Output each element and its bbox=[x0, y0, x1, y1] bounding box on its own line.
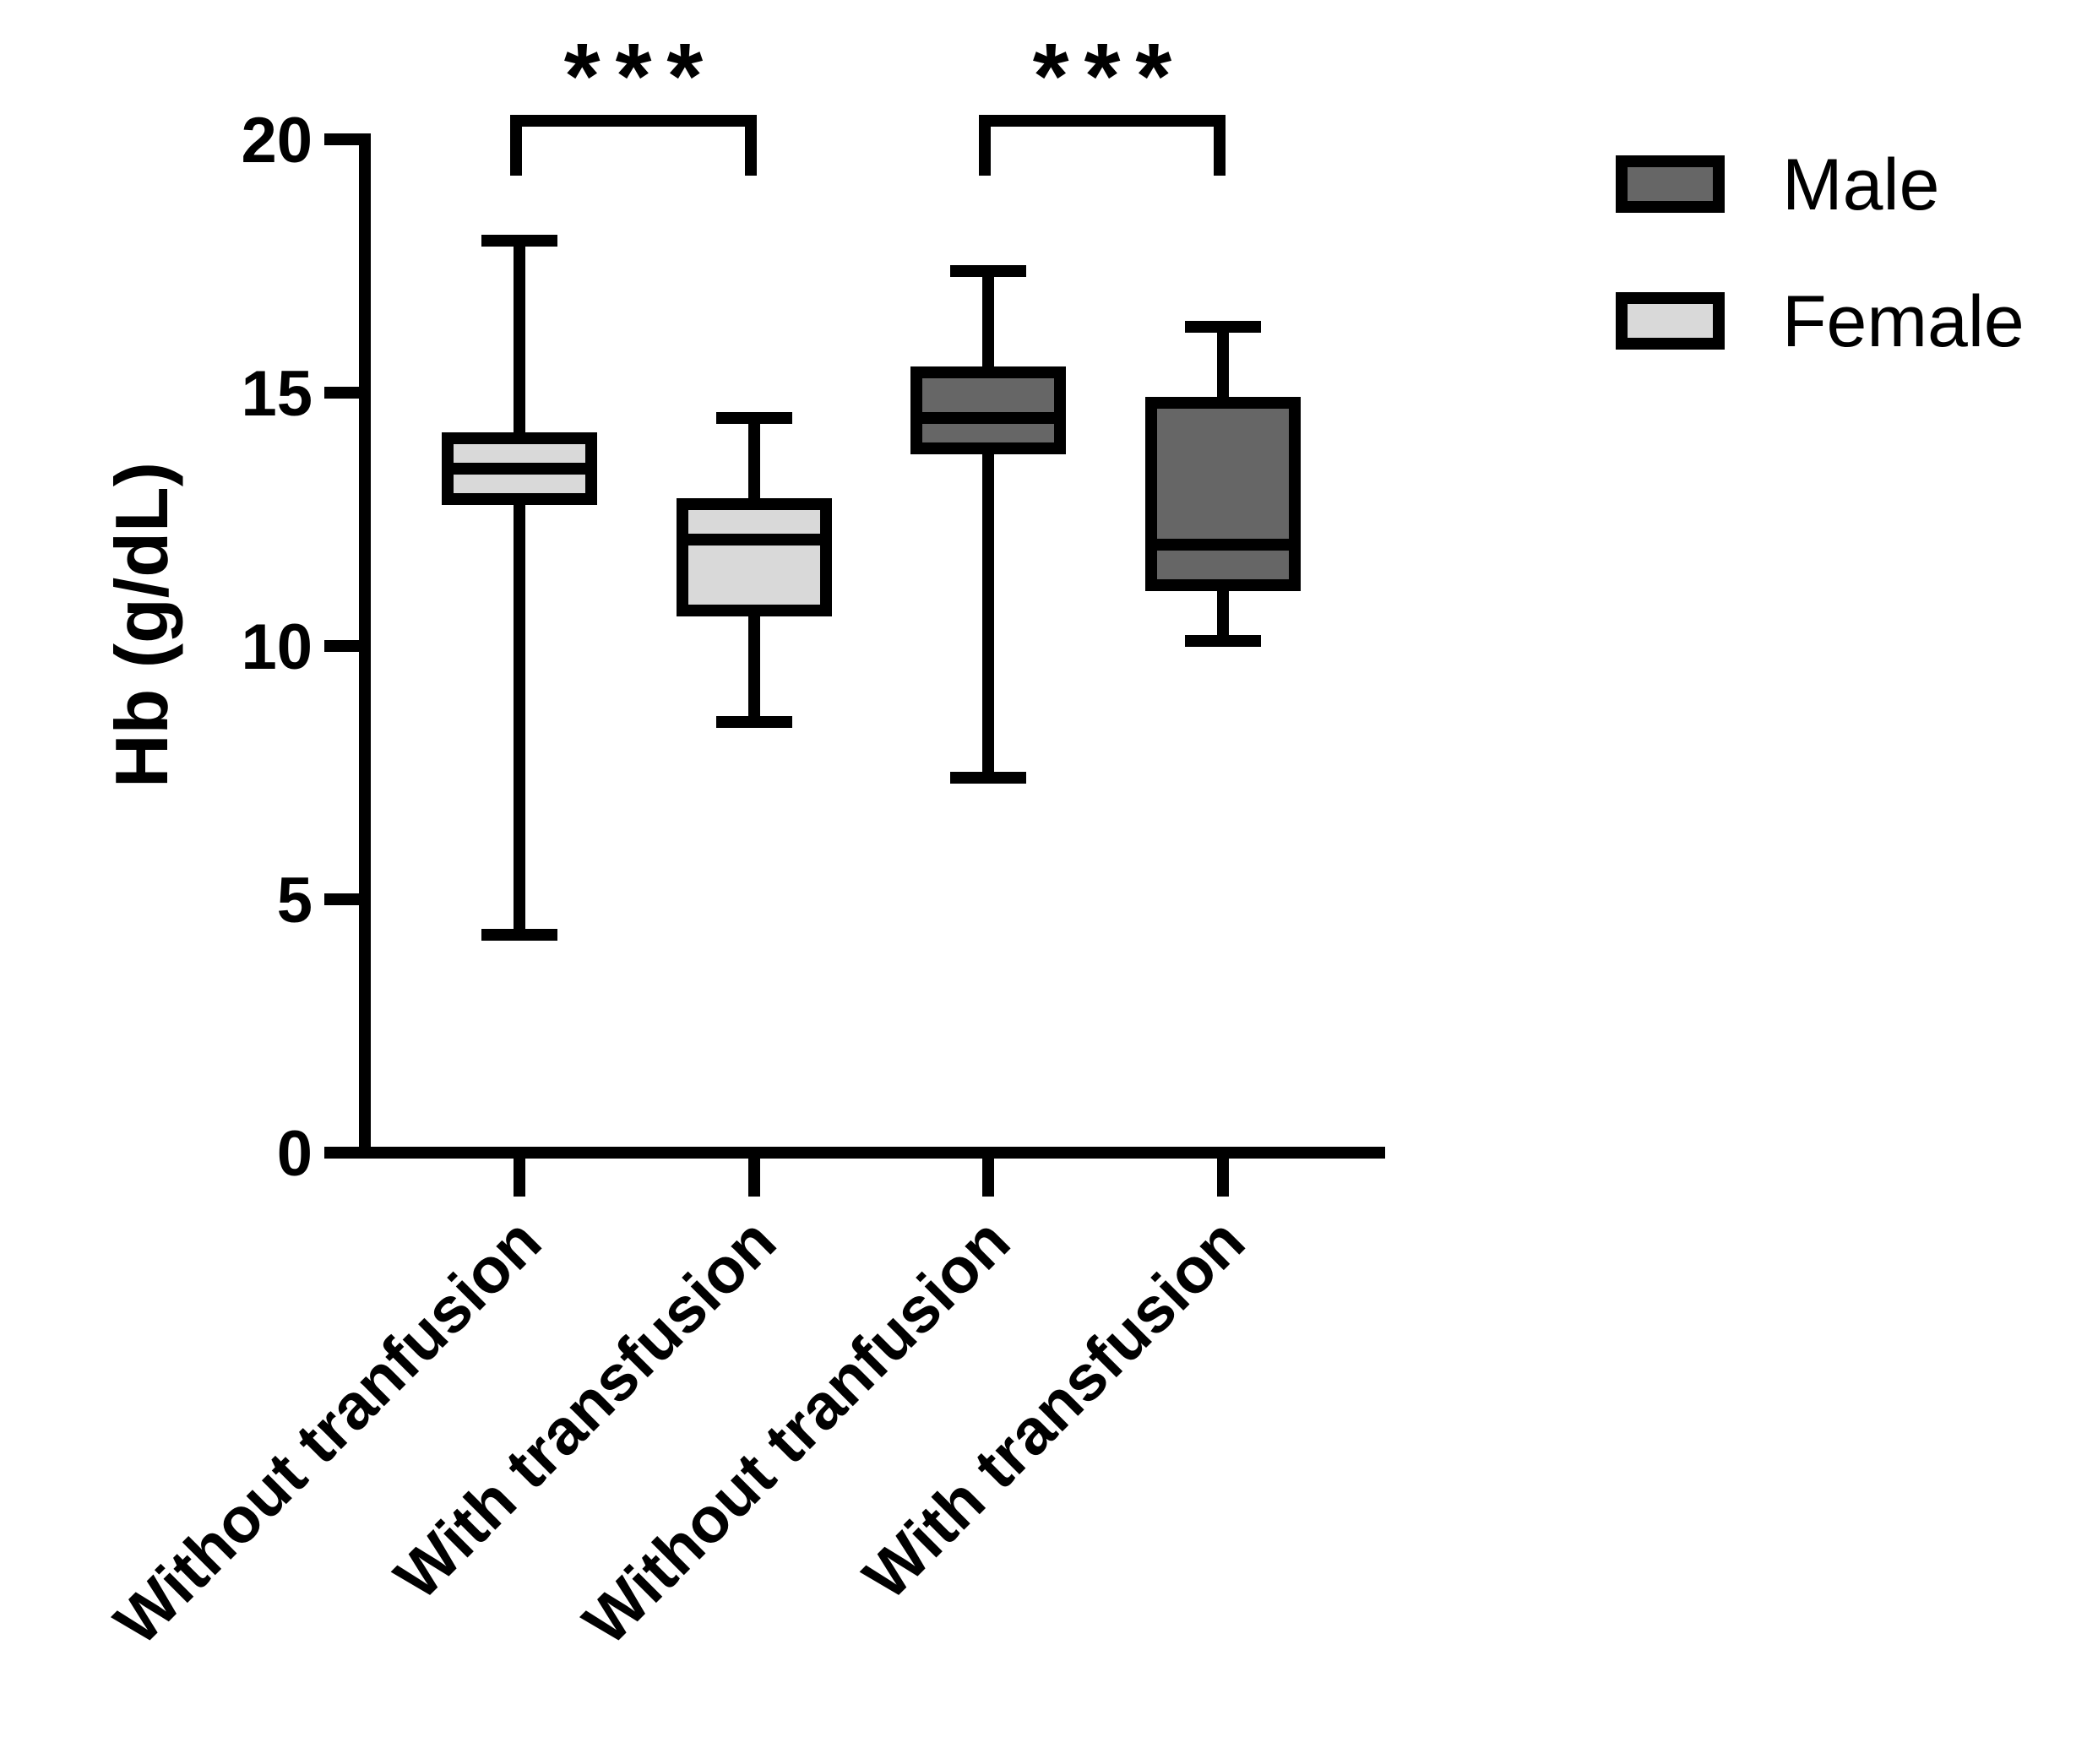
y-tick-label: 0 bbox=[277, 1118, 313, 1190]
legend-swatch-male bbox=[1616, 155, 1725, 213]
significance-label: *** bbox=[1033, 24, 1187, 128]
y-axis-title: Hb (g/dL) bbox=[100, 462, 183, 788]
x-category-label: Without tranfusion bbox=[570, 1205, 1024, 1658]
legend-label-female: Female bbox=[1782, 281, 2024, 362]
box-iqr bbox=[1145, 397, 1301, 591]
legend-label-male: Male bbox=[1782, 144, 1939, 225]
y-tick-label: 20 bbox=[241, 105, 313, 176]
significance-bracket bbox=[979, 115, 1226, 176]
x-category-label: Without tranfusion bbox=[101, 1205, 555, 1658]
significance-label: *** bbox=[564, 24, 718, 128]
box-iqr bbox=[910, 366, 1066, 454]
legend: Male Female bbox=[1616, 144, 2024, 362]
y-tick-label: 10 bbox=[241, 611, 313, 683]
y-tick-label: 15 bbox=[241, 358, 313, 430]
y-tick-label: 5 bbox=[277, 865, 313, 936]
box-iqr bbox=[677, 498, 832, 616]
significance-bracket bbox=[510, 115, 757, 176]
legend-swatch-female bbox=[1616, 292, 1725, 350]
